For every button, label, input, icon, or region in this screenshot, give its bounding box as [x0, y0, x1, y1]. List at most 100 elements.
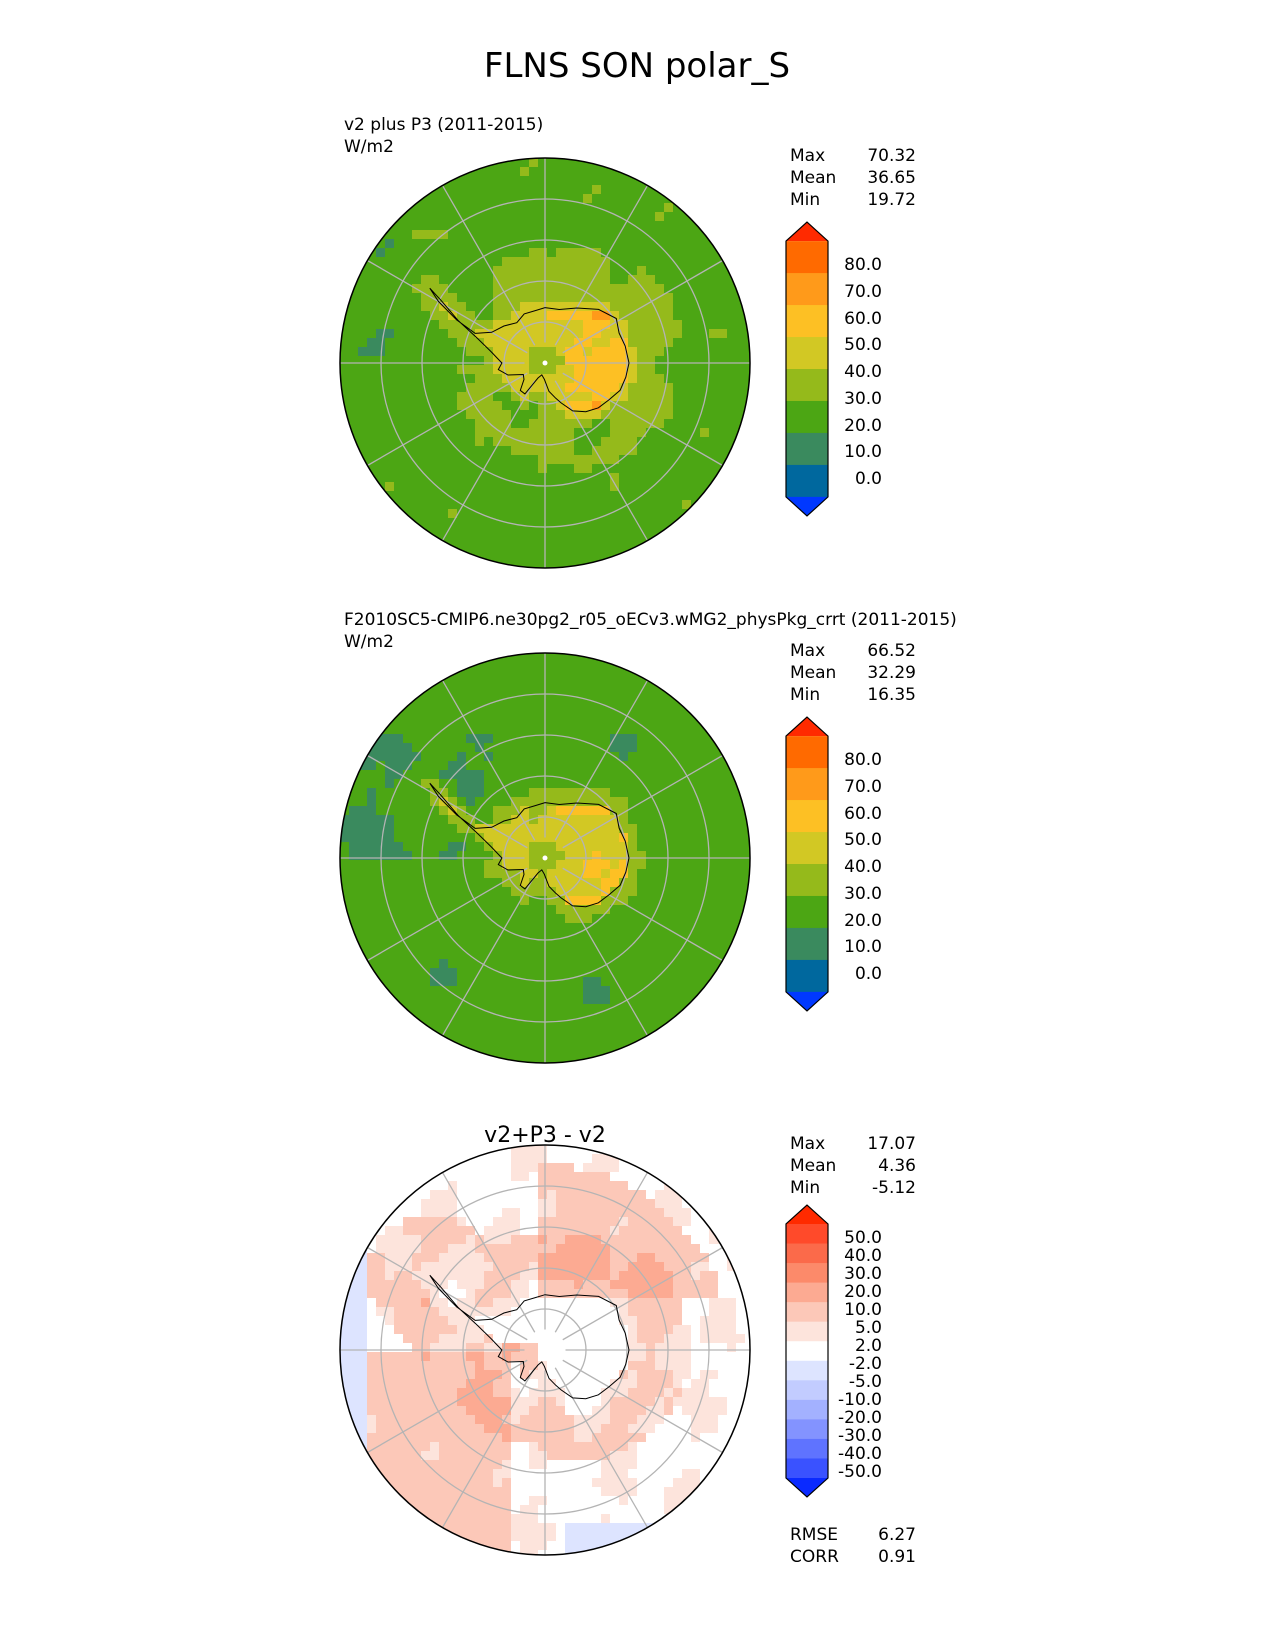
- field-cell: [565, 959, 575, 969]
- field-cell: [601, 1235, 611, 1245]
- field-cell: [655, 500, 665, 510]
- field-cell: [565, 1217, 575, 1227]
- field-cell: [439, 347, 449, 357]
- field-cell: [655, 302, 665, 312]
- field-cell: [403, 482, 413, 492]
- field-cell: [520, 1208, 530, 1218]
- field-cell: [664, 437, 674, 447]
- field-cell: [565, 707, 575, 717]
- field-cell: [511, 1307, 521, 1317]
- field-cell: [493, 239, 503, 249]
- field-cell: [484, 905, 494, 915]
- field-cell: [547, 1541, 557, 1551]
- field-cell: [439, 221, 449, 231]
- field-cell: [529, 788, 539, 798]
- field-cell: [664, 995, 674, 1005]
- field-cell: [430, 356, 440, 366]
- field-cell: [385, 887, 395, 897]
- field-cell: [493, 1550, 503, 1555]
- field-cell: [439, 869, 449, 879]
- field-cell: [664, 959, 674, 969]
- field-cell: [484, 698, 494, 708]
- field-cell: [358, 1316, 368, 1326]
- field-cell: [457, 1523, 467, 1533]
- field-cell: [448, 1181, 458, 1191]
- field-cell: [412, 356, 422, 366]
- field-cell: [358, 428, 368, 438]
- field-cell: [628, 320, 638, 330]
- field-cell: [610, 860, 620, 870]
- field-cell: [493, 554, 503, 564]
- field-cell: [376, 392, 386, 402]
- field-cell: [502, 1352, 512, 1362]
- field-cell: [574, 527, 584, 537]
- field-cell: [466, 1343, 476, 1353]
- field-cell: [637, 428, 647, 438]
- field-cell: [547, 1334, 557, 1344]
- field-cell: [520, 212, 530, 222]
- field-cell: [520, 527, 530, 537]
- field-cell: [439, 374, 449, 384]
- field-cell: [430, 1280, 440, 1290]
- field-cell: [592, 1415, 602, 1425]
- field-cell: [592, 1388, 602, 1398]
- field-cell: [466, 536, 476, 546]
- field-cell: [565, 356, 575, 366]
- field-cell: [637, 185, 647, 195]
- field-cell: [412, 1460, 422, 1470]
- field-cell: [556, 1208, 566, 1218]
- field-cell: [646, 338, 656, 348]
- field-cell: [709, 887, 719, 897]
- field-cell: [376, 770, 386, 780]
- field-cell: [394, 302, 404, 312]
- field-cell: [349, 1352, 359, 1362]
- field-cell: [466, 176, 476, 186]
- field-cell: [673, 725, 683, 735]
- field-cell: [511, 797, 521, 807]
- field-cell: [466, 1262, 476, 1272]
- field-cell: [367, 1469, 377, 1479]
- field-cell: [673, 419, 683, 429]
- field-cell: [466, 1325, 476, 1335]
- meridian-line: [441, 380, 536, 541]
- field-cell: [538, 554, 548, 564]
- field-cell: [403, 968, 413, 978]
- field-cell: [538, 806, 548, 816]
- field-cell: [529, 329, 539, 339]
- field-cell: [340, 869, 350, 879]
- field-cell: [421, 779, 431, 789]
- field-cell: [421, 1325, 431, 1335]
- field-cell: [340, 1343, 350, 1353]
- field-cell: [385, 1424, 395, 1434]
- field-cell: [610, 437, 620, 447]
- field-cell: [349, 1316, 359, 1326]
- field-cell: [502, 482, 512, 492]
- field-cell: [646, 428, 656, 438]
- field-cell: [484, 1523, 494, 1533]
- field-cell: [376, 959, 386, 969]
- field-cell: [646, 1325, 656, 1335]
- field-cell: [619, 275, 629, 285]
- field-cell: [403, 212, 413, 222]
- field-cell: [547, 1289, 557, 1299]
- field-cell: [583, 1379, 593, 1389]
- field-cell: [601, 752, 611, 762]
- field-cell: [349, 266, 359, 276]
- field-cell: [691, 770, 701, 780]
- field-cell: [673, 491, 683, 501]
- field-cell: [556, 374, 566, 384]
- field-cell: [574, 1415, 584, 1425]
- field-cell: [574, 869, 584, 879]
- field-cell: [601, 1154, 611, 1164]
- field-cell: [691, 392, 701, 402]
- field-cell: [646, 1172, 656, 1182]
- field-cell: [691, 824, 701, 834]
- field-cell: [574, 1226, 584, 1236]
- field-cell: [583, 329, 593, 339]
- field-cell: [511, 419, 521, 429]
- field-cell: [610, 320, 620, 330]
- field-cell: [592, 725, 602, 735]
- field-cell: [718, 347, 728, 357]
- field-cell: [574, 419, 584, 429]
- field-cell: [610, 464, 620, 474]
